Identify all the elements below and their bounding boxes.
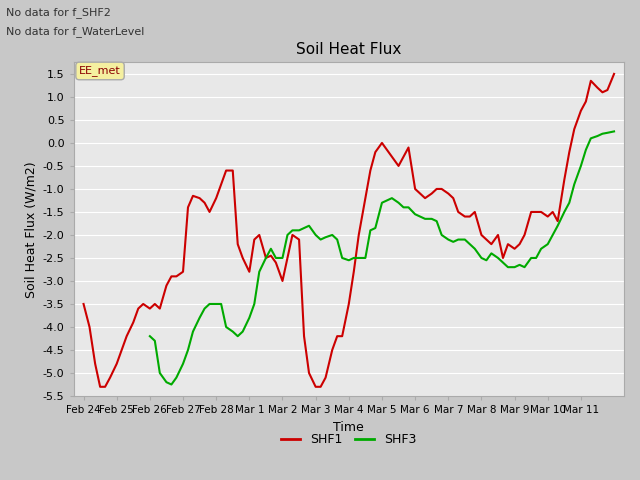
Text: EE_met: EE_met <box>79 65 121 76</box>
Text: No data for f_SHF2: No data for f_SHF2 <box>6 7 111 18</box>
Legend: SHF1, SHF3: SHF1, SHF3 <box>276 429 421 452</box>
Title: Soil Heat Flux: Soil Heat Flux <box>296 42 401 57</box>
X-axis label: Time: Time <box>333 420 364 433</box>
Y-axis label: Soil Heat Flux (W/m2): Soil Heat Flux (W/m2) <box>24 161 37 298</box>
Text: No data for f_WaterLevel: No data for f_WaterLevel <box>6 26 145 37</box>
